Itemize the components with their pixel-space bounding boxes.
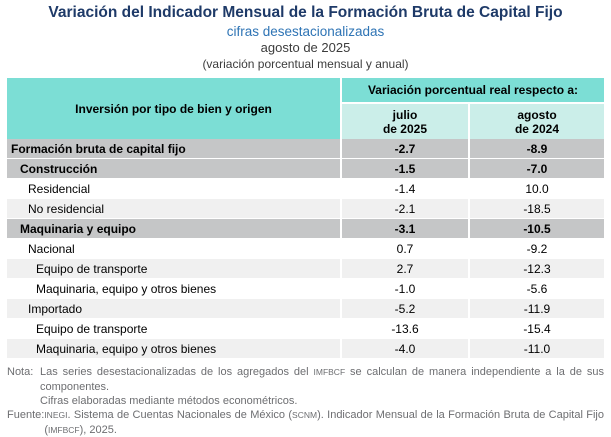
value-agosto: -10.5	[523, 221, 551, 236]
nota-label: Nota:	[7, 366, 34, 379]
row-label: Equipo de transporte	[7, 319, 342, 339]
value-agosto: -8.9	[526, 141, 548, 156]
value-agosto: -11.0	[523, 341, 551, 356]
value-julio: 0.7	[342, 239, 470, 259]
value-agosto: -18.5	[523, 201, 551, 216]
row-label: Equipo de transporte	[7, 259, 342, 279]
value-julio: -1.0	[342, 279, 470, 299]
table-row: Maquinaria y equipo -3.1 -10.5	[7, 219, 604, 240]
table-row: No residencial -2.1 -18.5	[7, 199, 604, 220]
value-agosto: -12.3	[523, 261, 551, 276]
value-julio: -13.6	[342, 319, 470, 339]
value-agosto: -11.9	[523, 301, 551, 316]
row-header-cell: Inversión por tipo de bien y origen	[7, 78, 342, 140]
note-line: Cifras elaboradas mediante métodos econo…	[40, 395, 298, 408]
value-agosto: -5.6	[526, 281, 548, 296]
note-line: Las series desestacionalizadas de los ag…	[40, 366, 605, 393]
acronym: IMFBCF	[313, 367, 346, 378]
value-agosto: -7.0	[526, 161, 548, 176]
table-row: Equipo de transporte -13.6 -15.4	[7, 319, 604, 340]
column-header-agosto-line2: de 2024	[514, 121, 560, 136]
value-julio: -4.0	[342, 339, 470, 359]
row-label: Formación bruta de capital fijo	[7, 139, 342, 159]
footnotes: Nota: Las series desestacionalizadas de …	[7, 365, 604, 436]
fuente-label: Fuente:	[7, 409, 45, 422]
value-julio: -2.7	[342, 139, 470, 159]
value-julio: -5.2	[342, 299, 470, 319]
column-header-agosto: agosto de 2024	[470, 104, 604, 140]
row-label: Residencial	[7, 179, 342, 199]
value-agosto: -9.2	[526, 241, 548, 256]
table-row: Maquinaria, equipo y otros bienes -1.0 -5.…	[7, 279, 604, 300]
value-agosto: -15.4	[523, 321, 551, 336]
row-label: Maquinaria y equipo	[7, 219, 342, 239]
table-row: Formación bruta de capital fijo -2.7 -8.9	[7, 139, 604, 160]
row-label: Maquinaria, equipo y otros bienes	[7, 279, 342, 299]
value-agosto: 10.0	[525, 181, 549, 196]
table-row: Nacional 0.7 -9.2	[7, 239, 604, 260]
row-label: Nacional	[7, 239, 342, 259]
table-header: Inversión por tipo de bien y origen Vari…	[7, 78, 604, 140]
value-julio: 2.7	[342, 259, 470, 279]
row-label: Maquinaria, equipo y otros bienes	[7, 339, 342, 359]
acronym: SCNM	[292, 410, 318, 421]
column-header-julio-line2: de 2025	[382, 121, 428, 136]
note-line: INEGI. Sistema de Cuentas Nacionales de …	[44, 409, 604, 436]
page-subtitle: cifras desestacionalizadas	[226, 24, 385, 40]
page-measure-note: (variación porcentual mensual y anual)	[202, 57, 409, 72]
page-title: Variación del Indicador Mensual de la Fo…	[48, 4, 563, 21]
nota-text: Las series desestacionalizadas de los ag…	[40, 365, 604, 408]
value-julio: -2.1	[342, 199, 470, 219]
column-header-julio: julio de 2025	[342, 104, 470, 140]
nota-block: Nota: Las series desestacionalizadas de …	[7, 365, 604, 408]
column-header-agosto-line1: agosto	[517, 107, 557, 122]
table-row: Maquinaria, equipo y otros bienes -4.0 -11…	[7, 339, 604, 360]
table-row: Equipo de transporte 2.7 -12.3	[7, 259, 604, 280]
fuente-block: Fuente: INEGI. Sistema de Cuentas Nacion…	[7, 408, 604, 437]
table-body: Formación bruta de capital fijo -2.7 -8.9 C…	[7, 139, 604, 360]
column-header-julio-line1: julio	[392, 107, 418, 122]
value-julio: -1.5	[342, 159, 470, 179]
acronym: IMFBCF	[47, 424, 80, 435]
row-label: Importado	[7, 299, 342, 319]
table-row: Residencial -1.4 10.0	[7, 179, 604, 200]
row-label: No residencial	[7, 199, 342, 219]
table-row: Importado -5.2 -11.9	[7, 299, 604, 320]
report-header: Variación del Indicador Mensual de la Fo…	[0, 4, 611, 71]
group-header-cell: Variación porcentual real respecto a:	[342, 78, 604, 105]
investment-table: Inversión por tipo de bien y origen Vari…	[7, 78, 604, 360]
fuente-text: INEGI. Sistema de Cuentas Nacionales de …	[44, 408, 604, 437]
table-row: Construcción -1.5 -7.0	[7, 159, 604, 180]
value-julio: -3.1	[342, 219, 470, 239]
page-period: agosto de 2025	[260, 40, 351, 56]
value-julio: -1.4	[342, 179, 470, 199]
row-label: Construcción	[7, 159, 342, 179]
acronym: INEGI	[44, 410, 68, 421]
